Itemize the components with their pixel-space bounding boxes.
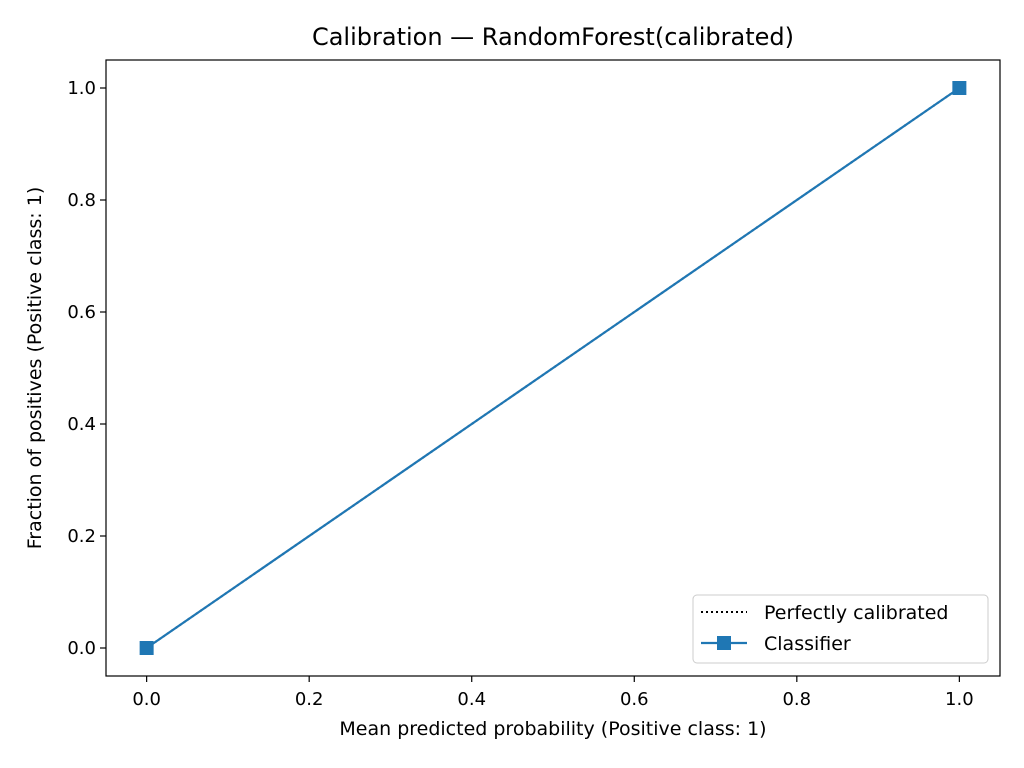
legend: Perfectly calibrated Classifier <box>692 594 989 664</box>
x-tick-label: 1.0 <box>945 689 974 710</box>
x-axis-ticks: 0.0 0.2 0.4 0.6 0.8 1.0 <box>132 676 974 710</box>
classifier-point <box>952 81 967 95</box>
y-tick-label: 0.8 <box>67 190 96 211</box>
y-tick-label: 0.4 <box>67 414 96 435</box>
legend-classifier-marker <box>717 636 731 650</box>
series-layer <box>139 81 967 655</box>
legend-label-classifier: Classifier <box>764 633 851 655</box>
classifier-line <box>146 87 960 649</box>
x-tick-label: 0.6 <box>620 689 649 710</box>
x-tick-label: 0.4 <box>457 689 486 710</box>
y-tick-label: 0.0 <box>67 638 96 659</box>
classifier-point <box>139 641 154 655</box>
chart-title: Calibration — RandomForest(calibrated) <box>312 23 794 51</box>
y-tick-label: 0.6 <box>67 302 96 323</box>
plot-frame <box>105 59 1001 677</box>
y-tick-label: 0.2 <box>67 526 96 547</box>
legend-label-perfect: Perfectly calibrated <box>764 602 948 624</box>
y-tick-label: 1.0 <box>67 78 96 99</box>
y-axis-ticks: 0.0 0.2 0.4 0.6 0.8 1.0 <box>67 78 106 659</box>
x-tick-label: 0.0 <box>132 689 161 710</box>
x-axis-label: Mean predicted probability (Positive cla… <box>339 718 766 740</box>
legend-box <box>692 594 989 664</box>
x-tick-label: 0.8 <box>782 689 811 710</box>
y-axis-label: Fraction of positives (Positive class: 1… <box>24 187 46 550</box>
x-tick-label: 0.2 <box>295 689 324 710</box>
